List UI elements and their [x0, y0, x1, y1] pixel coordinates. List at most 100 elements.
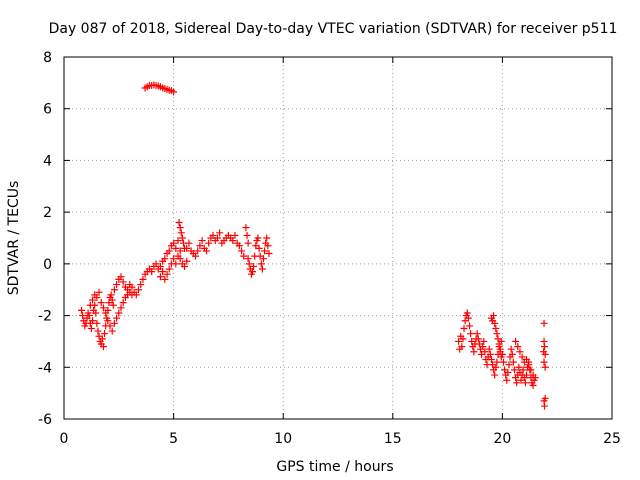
- data-point: [156, 273, 164, 281]
- data-point: [261, 247, 269, 255]
- data-point: [117, 273, 125, 281]
- series-sdtvar: [78, 81, 549, 410]
- data-point: [174, 237, 182, 245]
- data-point: [209, 231, 217, 239]
- data-point: [263, 234, 271, 242]
- data-point: [540, 402, 548, 410]
- data-point: [181, 262, 189, 270]
- data-point: [467, 330, 475, 338]
- data-point: [259, 255, 267, 263]
- data-point: [512, 337, 520, 345]
- y-tick-label: -6: [38, 412, 52, 428]
- data-point: [170, 239, 178, 247]
- data-point: [541, 363, 549, 371]
- data-point: [163, 270, 171, 278]
- x-tick-label: 10: [274, 431, 292, 447]
- x-tick-label: 0: [60, 431, 69, 447]
- data-point: [87, 325, 95, 332]
- data-point: [119, 299, 127, 307]
- y-tick-label: -4: [38, 360, 52, 376]
- y-tick-label: 0: [43, 257, 52, 273]
- data-point: [172, 244, 180, 252]
- data-point: [196, 242, 204, 250]
- data-point: [165, 265, 173, 273]
- data-point: [156, 262, 164, 270]
- data-point: [176, 255, 184, 263]
- data-point: [99, 343, 107, 351]
- data-point: [117, 304, 125, 312]
- data-point: [250, 262, 258, 270]
- data-point: [521, 379, 529, 387]
- data-point: [540, 343, 548, 351]
- data-point: [245, 260, 253, 268]
- data-point: [480, 337, 488, 345]
- data-point: [473, 330, 481, 338]
- plot-frame: [63, 56, 613, 420]
- data-point: [493, 330, 501, 338]
- data-point: [152, 260, 160, 268]
- data-point: [176, 247, 184, 255]
- data-point: [499, 358, 507, 366]
- data-point: [93, 293, 101, 301]
- y-tick-labels: -6 -4 -2 0 2 4 6 8: [38, 50, 52, 428]
- data-point: [485, 345, 493, 353]
- data-point: [255, 244, 263, 252]
- data-point: [264, 242, 272, 250]
- axis-ticks: [63, 56, 613, 420]
- data-point: [183, 244, 191, 252]
- data-point: [510, 366, 518, 374]
- data-point: [216, 229, 224, 237]
- data-point: [257, 260, 265, 268]
- data-point: [115, 309, 123, 317]
- data-point: [519, 366, 527, 374]
- data-point: [518, 353, 526, 361]
- data-point: [265, 250, 273, 258]
- chart-title: Day 087 of 2018, Sidereal Day-to-day VTE…: [49, 21, 618, 37]
- data-point: [455, 337, 463, 345]
- data-point: [466, 322, 474, 330]
- data-point: [185, 239, 193, 247]
- data-point: [505, 361, 513, 369]
- gridlines: [64, 57, 612, 419]
- data-point: [109, 301, 117, 309]
- data-point: [95, 288, 103, 296]
- data-point: [161, 275, 169, 283]
- data-point: [243, 231, 251, 239]
- data-point: [85, 312, 93, 320]
- data-point: [470, 348, 478, 356]
- data-point: [198, 237, 206, 245]
- data-point: [104, 317, 112, 325]
- data-point: [240, 252, 248, 260]
- data-point: [119, 278, 127, 286]
- data-point: [192, 252, 200, 260]
- data-point: [101, 330, 109, 338]
- data-point: [124, 286, 132, 294]
- data-point: [170, 255, 178, 263]
- data-point: [507, 345, 515, 353]
- data-point: [497, 337, 505, 345]
- x-tick-label: 25: [603, 431, 621, 447]
- data-point: [172, 260, 180, 268]
- data-point: [194, 247, 202, 255]
- data-point: [516, 348, 524, 356]
- data-point: [496, 345, 504, 353]
- data-point: [487, 356, 495, 364]
- x-tick-labels: 0 5 10 15 20 25: [60, 431, 621, 447]
- data-point: [508, 350, 516, 358]
- data-point: [492, 325, 500, 332]
- data-point: [493, 358, 501, 366]
- data-point: [235, 242, 243, 250]
- data-point: [486, 350, 494, 358]
- data-point: [459, 335, 467, 343]
- data-point: [88, 317, 96, 325]
- data-point: [541, 394, 549, 402]
- x-tick-label: 20: [493, 431, 511, 447]
- data-point: [481, 348, 489, 356]
- data-point: [540, 319, 548, 327]
- data-point: [498, 350, 506, 358]
- data-point: [523, 371, 531, 379]
- data-point: [110, 319, 118, 327]
- data-point: [94, 327, 102, 335]
- data-point: [177, 229, 185, 237]
